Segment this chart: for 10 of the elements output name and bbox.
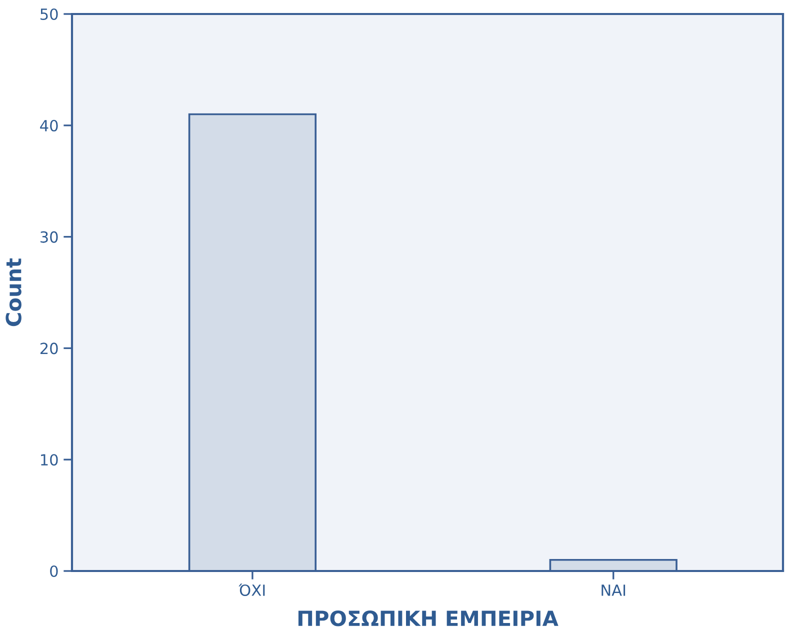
y-tick-label: 50	[40, 8, 58, 20]
y-axis-title: Count	[6, 258, 22, 326]
y-tick-label: 20	[40, 342, 58, 354]
y-tick-label: 30	[40, 231, 58, 243]
y-tick-label: 40	[40, 120, 58, 132]
x-tick-label: ΝΑΙ	[602, 584, 626, 596]
x-tick-label: ΌΧΙ	[238, 584, 265, 596]
x-axis-title: ΠΡΟΣΩΠΙΚΗ ΕΜΠΕΙΡΙΑ	[298, 610, 558, 626]
y-tick-label: 0	[50, 565, 58, 578]
y-tick-label: 10	[41, 454, 58, 466]
